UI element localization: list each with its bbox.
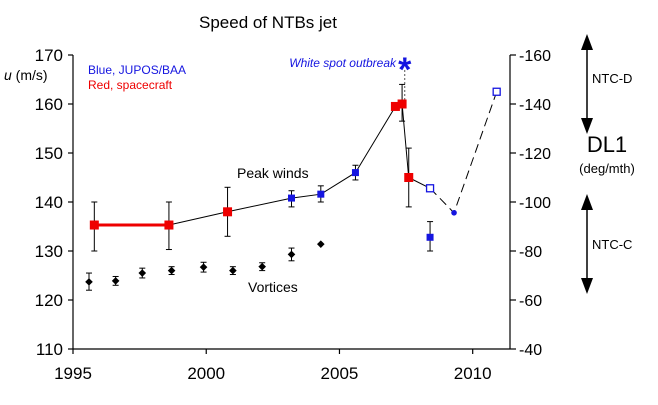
y-axis-label: u (m/s) [4,67,48,83]
y-ticks: 110 120 130 140 150 160 170 [35,46,73,359]
series-lines [94,70,498,227]
peak-point-0 [89,220,99,230]
ntc-c-arrow-icon [581,194,593,294]
outbreak-asterisk-icon: * [398,51,412,89]
x-tick-label-1995: 1995 [54,364,92,383]
ntc-d-label: NTC-D [592,71,632,86]
chart-title: Speed of NTBs jet [199,13,337,32]
blue-iso-point-0 [426,233,434,241]
late-point-1 [451,209,457,216]
vortex-point-1 [111,277,120,285]
peak-point-6 [390,101,400,111]
y-tick-label-130: 130 [35,242,63,261]
legend-red: Red, spacecraft [88,78,173,92]
peak-point-1 [164,220,174,230]
annotation-outbreak: White spot outbreak [289,56,397,70]
peak-point-3 [288,194,295,202]
right-tick-label-2: -120 [519,146,551,163]
peak-point-5 [351,169,359,177]
right-tick-label-4: -80 [519,244,542,261]
y-axis-label-symbol: u [4,67,12,83]
right-tick-label-0: -160 [519,48,551,65]
data-points [85,87,501,286]
peak-point-2 [223,207,233,217]
vortex-point-4 [199,263,208,271]
x-ticks: 1995 2000 2005 2010 [54,349,492,383]
y-tick-label-170: 170 [35,46,63,65]
peak-point-8 [404,173,414,182]
late-point-0 [425,184,435,193]
vortex-point-8 [317,240,325,248]
right-tick-label-1: -140 [519,97,551,114]
peak-point-7 [397,99,407,109]
vortex-point-7 [287,250,296,259]
y-tick-label-150: 150 [35,144,63,163]
dl1-units: (deg/mth) [579,161,635,176]
vortex-point-5 [229,266,237,275]
dl1-label: DL1 [587,132,627,157]
right-ticks: -160 -140 -120 -100 -80 -60 -40 [510,48,551,359]
ntc-c-label: NTC-C [592,237,632,252]
x-tick-label-2005: 2005 [321,364,359,383]
error-bars [85,83,434,291]
y-tick-label-140: 140 [35,193,63,212]
vortex-point-2 [138,269,147,277]
legend-blue: Blue, JUPOS/BAA [88,63,186,77]
vortex-point-6 [258,262,266,271]
y-tick-label-160: 160 [35,95,63,114]
right-tick-label-5: -60 [519,293,542,310]
ntc-d-arrow-icon [581,34,593,134]
y-tick-label-110: 110 [36,340,63,359]
right-tick-label-3: -100 [519,195,551,212]
x-tick-label-2010: 2010 [454,364,492,383]
y-axis-label-units: (m/s) [12,67,48,83]
annotation-vortices: Vortices [248,279,298,295]
vortex-point-3 [167,266,176,275]
x-tick-label-2000: 2000 [187,364,225,383]
peak-point-4 [317,190,325,198]
annotation-peak-winds: Peak winds [237,165,309,181]
late-point-2 [492,87,501,96]
vortex-point-0 [85,278,93,286]
right-tick-label-6: -40 [519,342,542,359]
peak-winds-dashed-line [429,91,498,214]
y-tick-label-120: 120 [35,291,63,310]
